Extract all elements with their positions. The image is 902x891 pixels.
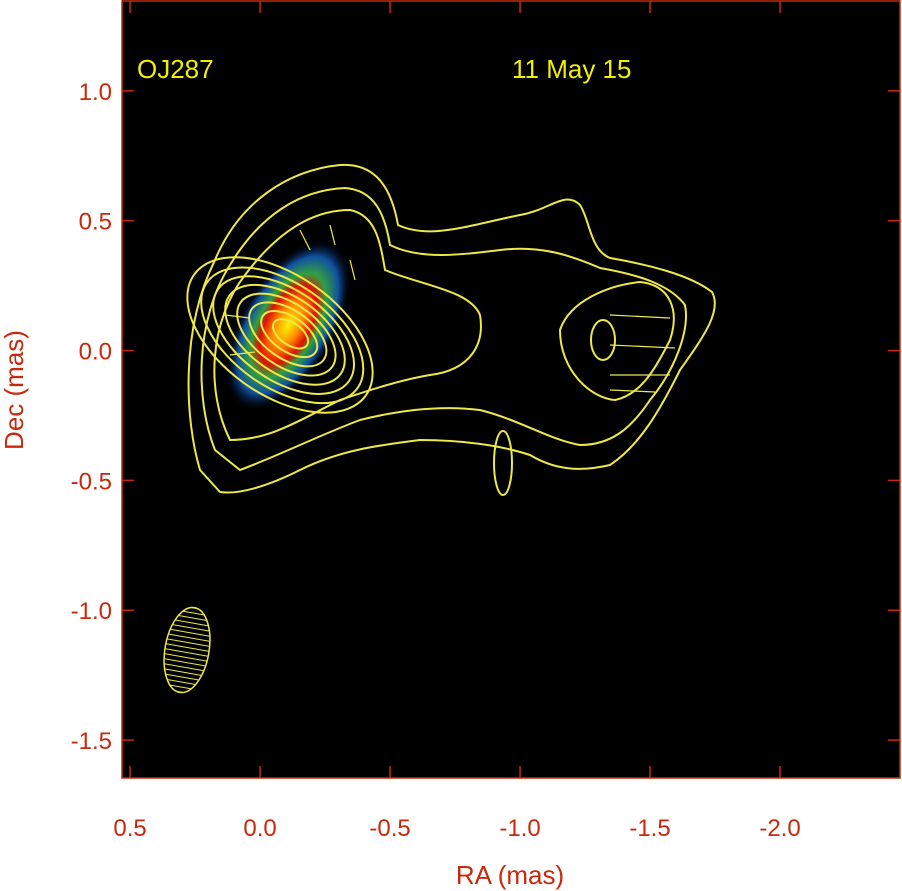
x-tick-label: 0.0 bbox=[243, 815, 276, 842]
x-axis-label: RA (mas) bbox=[456, 860, 564, 890]
contour bbox=[212, 275, 356, 395]
pol-vector bbox=[224, 314, 251, 319]
epoch: 11 May 15 bbox=[512, 54, 631, 84]
y-tick-label: -1.0 bbox=[71, 598, 112, 625]
contour bbox=[272, 318, 310, 350]
contour bbox=[224, 283, 346, 386]
contours bbox=[186, 163, 716, 496]
y-tick-label: -1.5 bbox=[71, 728, 112, 755]
contour bbox=[248, 301, 328, 368]
contour bbox=[200, 266, 365, 405]
contour bbox=[186, 256, 374, 414]
pol-vector bbox=[609, 314, 671, 319]
pol-vector bbox=[299, 229, 311, 251]
contour bbox=[493, 430, 513, 496]
x-tick-label: -1.0 bbox=[499, 815, 540, 842]
contour bbox=[558, 280, 675, 402]
pol-vector bbox=[609, 389, 656, 393]
pol-vector bbox=[229, 351, 256, 356]
contour bbox=[236, 292, 337, 377]
y-tick-label: 1.0 bbox=[79, 79, 112, 106]
contour bbox=[200, 186, 687, 472]
y-tick-label: 0.5 bbox=[79, 209, 112, 236]
map bbox=[163, 163, 716, 694]
x-tick-label: -0.5 bbox=[369, 815, 410, 842]
intensity-map bbox=[224, 239, 352, 411]
y-axis-label: Dec (mas) bbox=[0, 330, 29, 450]
x-tick-label: -1.5 bbox=[629, 815, 670, 842]
polarization-vectors bbox=[224, 224, 676, 393]
pol-vector bbox=[329, 224, 336, 246]
x-tick-label: 0.5 bbox=[113, 815, 146, 842]
contour bbox=[187, 163, 716, 494]
frame bbox=[121, 0, 901, 779]
source-name: OJ287 bbox=[137, 54, 214, 84]
contour bbox=[260, 310, 319, 359]
contour bbox=[590, 319, 616, 361]
y-tick-label: -0.5 bbox=[71, 468, 112, 495]
beam bbox=[163, 606, 211, 694]
axes: 0.5 0.0 -0.5 -1.0 -1.5 -2.0 1.0 0.5 0.0 -0.5 -1.0 -… bbox=[71, 0, 901, 842]
contour bbox=[213, 208, 482, 442]
y-tick-label: 0.0 bbox=[79, 339, 112, 366]
pol-vector bbox=[609, 344, 676, 349]
pol-vector bbox=[349, 259, 356, 281]
x-tick-label: -2.0 bbox=[759, 815, 800, 842]
